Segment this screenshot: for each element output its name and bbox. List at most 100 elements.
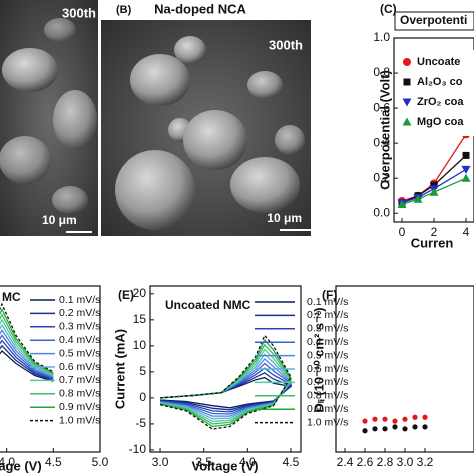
x-tick-label: 3.5: [195, 455, 212, 469]
y-axis-label: Overpotential (Volt): [377, 70, 392, 190]
panel-label: (C): [380, 2, 397, 16]
marker: [462, 151, 470, 159]
legend-label: ZrO₂ coa: [417, 96, 464, 108]
marker: [402, 98, 412, 107]
series-line: [401, 177, 467, 206]
x-tick-label: 2.6: [357, 455, 374, 469]
legend-label: 0.7 mV/s: [59, 374, 100, 386]
plot-frame: [149, 285, 302, 453]
y-tick-label: 0: [139, 390, 146, 404]
point: [372, 426, 378, 432]
series-line: [0, 344, 54, 381]
marker: [429, 187, 439, 196]
plot-area: [0, 302, 54, 382]
marker: [430, 181, 438, 189]
plot-area: [362, 414, 428, 434]
y-tick-label: 15: [133, 312, 147, 326]
panel-title: Na-doped NCA: [154, 1, 246, 16]
panel-label: (B): [116, 4, 132, 16]
chart: 2.4 2.6 2.8 3.0 3.2 Dₗᵢ (10⁻¹⁰ cm² s⁻¹) (F): [311, 285, 474, 469]
chart-title: Overpotenti: [400, 13, 467, 27]
point: [402, 416, 408, 422]
point: [382, 426, 388, 432]
legend: 0.1 mV/s0.2 mV/s 0.3 mV/s0.4 mV/s0.5 mV/s…: [30, 294, 100, 426]
sem-image-a: 300th 10 μm: [0, 0, 98, 236]
y-tick-label: 0.6: [373, 100, 390, 114]
x-tick-label: 3.0: [397, 455, 414, 469]
legend-label: 0.5 mV/s: [307, 349, 348, 361]
x-axis-label: Curren: [411, 235, 454, 250]
point: [422, 414, 428, 420]
image-label: 300th: [269, 37, 303, 52]
scale-label: 10 μm: [42, 213, 77, 227]
legend-label: 0.2 mV/s: [59, 307, 100, 319]
series-line: [0, 313, 54, 375]
y-tick-label: 5: [139, 364, 146, 378]
legend: Uncoate Al₂O₃ co ZrO₂ coa MgO coa: [398, 50, 474, 136]
x-tick-label: 4.5: [45, 455, 62, 469]
scale-label: 10 μm: [267, 211, 302, 225]
x-axis-label: Voltage (V): [192, 458, 259, 473]
legend-label: 0.6 mV/s: [59, 361, 100, 373]
series-line: [0, 307, 54, 374]
marker: [461, 173, 471, 182]
marker: [397, 199, 407, 208]
x-tick-label: 2.4: [337, 455, 354, 469]
x-tick-label: 3.2: [417, 455, 434, 469]
point: [382, 416, 388, 422]
panel-label: (F): [322, 288, 337, 302]
title-box: [394, 11, 474, 31]
legend-box: [398, 50, 474, 136]
x-tick-label: 2.8: [377, 455, 394, 469]
point: [412, 414, 418, 420]
chart: -10 -5 0 5 10 15 20 3.0 3.5 4.0 4.5 Voltage (V) Curr…: [112, 285, 348, 473]
x-tick-label: 0: [399, 225, 406, 239]
x-tick-label: 3.0: [152, 455, 169, 469]
y-tick-label: 0.4: [373, 135, 390, 149]
image-label: 300th: [62, 5, 96, 20]
series-line: [401, 154, 467, 204]
legend-label: 0.8 mV/s: [59, 388, 100, 400]
point: [392, 418, 398, 424]
panel-label: (E): [118, 288, 134, 302]
legend-label: 0.2 mV/s: [307, 309, 348, 321]
marker: [403, 58, 411, 66]
legend-label: 0.9 mV/s: [307, 403, 348, 415]
legend-label: 0.4 mV/s: [307, 336, 348, 348]
x-tick-label: 5.0: [92, 455, 109, 469]
series-line: [401, 134, 467, 202]
point: [362, 418, 368, 424]
legend-label: 0.9 mV/s: [59, 401, 100, 413]
marker: [461, 165, 471, 174]
series-line: [0, 339, 54, 380]
x-tick-label: 4.5: [283, 455, 300, 469]
point: [372, 416, 378, 422]
sem-image-b: (B) Na-doped NCA 300th 10 μm: [101, 1, 316, 236]
chart: 0.0 0.2 0.4 0.6 0.8 1.0 0 2 4 Curren Overpotential…: [373, 2, 474, 250]
legend-label: 0.8 mV/s: [307, 390, 348, 402]
y-tick-label: 0.0: [373, 205, 390, 219]
legend-label: 0.3 mV/s: [59, 321, 100, 333]
chart-title: Uncoated NMC: [165, 298, 251, 312]
series-line: [0, 328, 54, 378]
legend: 0.1 mV/s0.2 mV/s 0.3 mV/s0.4 mV/s0.5 mV/s…: [255, 296, 348, 428]
legend-label: 0.6 mV/s: [307, 363, 348, 375]
series-line: [0, 350, 54, 382]
legend-label: 0.1 mV/s: [307, 296, 348, 308]
y-tick-label: 0.2: [373, 170, 390, 184]
y-axis-label: Dₗᵢ (10⁻¹⁰ cm² s⁻¹): [311, 307, 326, 412]
legend-label: Uncoate: [417, 56, 460, 68]
legend-label: 0.7 mV/s: [307, 376, 348, 388]
plot-area: [397, 130, 471, 208]
legend-label: MgO coa: [417, 116, 464, 128]
legend-label: 1.0 mV/s: [307, 416, 348, 428]
legend-label: 0.1 mV/s: [59, 294, 100, 306]
x-tick-label: 2: [431, 225, 438, 239]
y-tick-label: 10: [133, 338, 147, 352]
y-tick-label: -5: [135, 416, 146, 430]
marker: [403, 78, 411, 86]
x-tick-label: 4.0: [239, 455, 256, 469]
point: [392, 424, 398, 430]
series-line: [0, 302, 54, 373]
